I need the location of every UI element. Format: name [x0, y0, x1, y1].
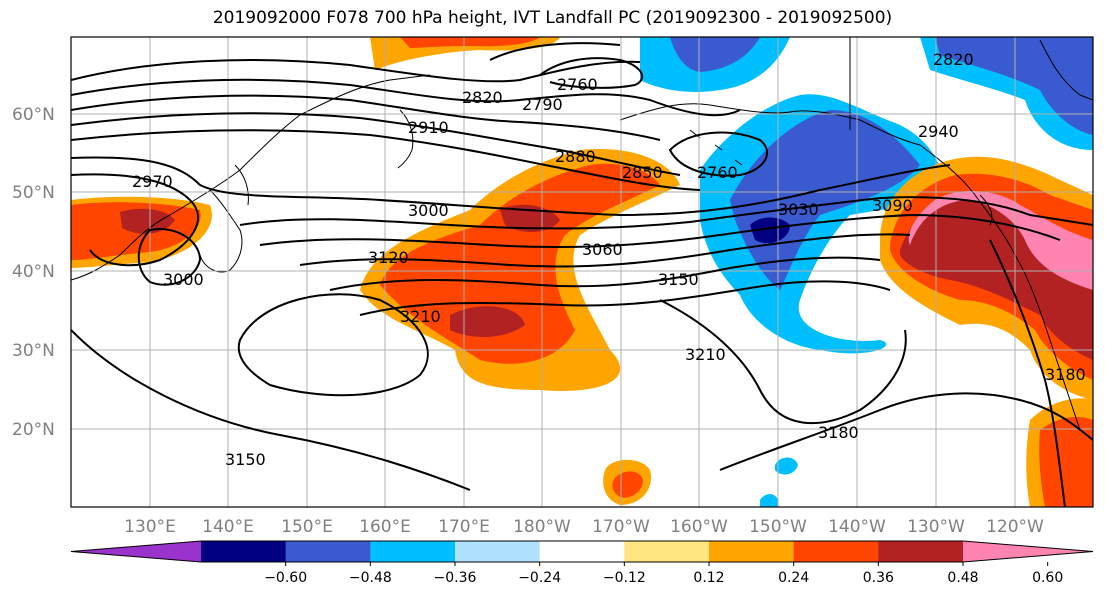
colorbar-tick-label: 0.12	[693, 570, 724, 586]
coastlines	[71, 37, 1093, 431]
gridlines	[71, 37, 1093, 507]
colorbar-segment	[201, 541, 287, 562]
contour-label: 2850	[622, 163, 663, 182]
contour-label: 2880	[555, 147, 596, 166]
longitude-label: 140°E	[202, 517, 254, 537]
positive-region-southeast-inner	[1039, 417, 1093, 507]
colorbar-segment	[709, 541, 795, 562]
longitude-label: 130°E	[124, 517, 176, 537]
colorbar-extension-low	[71, 541, 201, 562]
contour-label: 2820	[462, 88, 503, 107]
latitude-label: 20°N	[12, 420, 55, 440]
positive-region-central-core2	[450, 306, 525, 337]
colorbar-tick-label: 0.36	[863, 570, 894, 586]
positive-region-japan-core	[120, 208, 175, 234]
colorbar-tick-label: −0.24	[518, 570, 561, 586]
contour-label: 3180	[1045, 365, 1086, 384]
colorbar-segment	[455, 541, 541, 562]
negative-region-bering-center	[750, 217, 790, 244]
contour-label: 3000	[163, 270, 204, 289]
colorbar: −0.60 −0.48 −0.36 −0.24 −0.12 0.12 0.24 0.36 0.4…	[70, 540, 1094, 586]
colorbar-tick-label: −0.60	[264, 570, 307, 586]
longitude-label: 140°W	[828, 517, 886, 537]
colorbar-segment	[793, 541, 879, 562]
longitude-label: 150°W	[749, 517, 807, 537]
longitude-label: 160°E	[359, 517, 411, 537]
contour-label: 3150	[658, 270, 699, 289]
longitude-label: 180°W	[513, 517, 571, 537]
colorbar-tick-label: 0.24	[778, 570, 809, 586]
contour-label: 2790	[522, 95, 563, 114]
latitude-label: 60°N	[12, 105, 55, 125]
negative-spot-2	[760, 494, 778, 507]
negative-region-ne-core	[935, 37, 1093, 135]
contour-label: 2820	[933, 50, 974, 69]
map-frame	[70, 36, 1094, 508]
colorbar-extension-high	[963, 541, 1093, 562]
contour-label: 2970	[132, 172, 173, 191]
contour-label: 3000	[408, 201, 449, 220]
positive-region-north-strip-inner	[400, 37, 540, 48]
longitude-label: 130°W	[907, 517, 965, 537]
colorbar-tick-label: 0.60	[1032, 570, 1063, 586]
map-title: 2019092000 F078 700 hPa height, IVT Land…	[212, 8, 893, 28]
colorbar-tick-label: −0.36	[434, 570, 477, 586]
colorbar-outline	[70, 540, 1094, 563]
longitude-label: 170°E	[438, 517, 490, 537]
height-contours	[71, 42, 1093, 507]
longitude-label: 160°W	[670, 517, 728, 537]
longitude-label: 150°E	[281, 517, 333, 537]
colorbar-segment	[539, 541, 625, 562]
positive-region-westcoast-core	[908, 190, 1093, 290]
contour-label: 2760	[697, 163, 738, 182]
longitude-label: 170°W	[592, 517, 650, 537]
contour-label: 2940	[918, 122, 959, 141]
latitude-labels: 60°N 50°N 40°N 30°N 20°N	[12, 105, 55, 440]
contour-label: 3090	[872, 196, 913, 215]
contour-label: 3180	[818, 423, 859, 442]
latitude-label: 40°N	[12, 262, 55, 282]
contour-label: 2910	[408, 118, 449, 137]
contour-labels: 2760 2790 2820 2820 2850 2880 2910 2940 …	[132, 50, 1086, 469]
contour-label: 3150	[225, 450, 266, 469]
contour-label: 3210	[685, 345, 726, 364]
longitude-label: 120°W	[986, 517, 1044, 537]
positive-region-spot-inner	[612, 471, 643, 498]
latitude-label: 30°N	[12, 341, 55, 361]
colorbar-segment	[878, 541, 964, 562]
colorbar-segment	[370, 541, 456, 562]
colorbar-segment	[624, 541, 710, 562]
contour-label: 2760	[557, 75, 598, 94]
colorbar-tick-label: −0.48	[349, 570, 392, 586]
colorbar-tick-label: 0.48	[947, 570, 978, 586]
latitude-label: 50°N	[12, 183, 55, 203]
negative-region-north-core	[670, 37, 760, 72]
negative-spot-1	[775, 457, 798, 475]
contour-label: 3060	[582, 240, 623, 259]
contour-label: 3030	[778, 200, 819, 219]
colorbar-segment	[285, 541, 371, 562]
contour-label: 3210	[400, 307, 441, 326]
contour-label: 3120	[368, 248, 409, 267]
longitude-labels: 130°E 140°E 150°E 160°E 170°E 180°W 170°…	[124, 517, 1044, 537]
colorbar-tick-label: −0.12	[603, 570, 646, 586]
